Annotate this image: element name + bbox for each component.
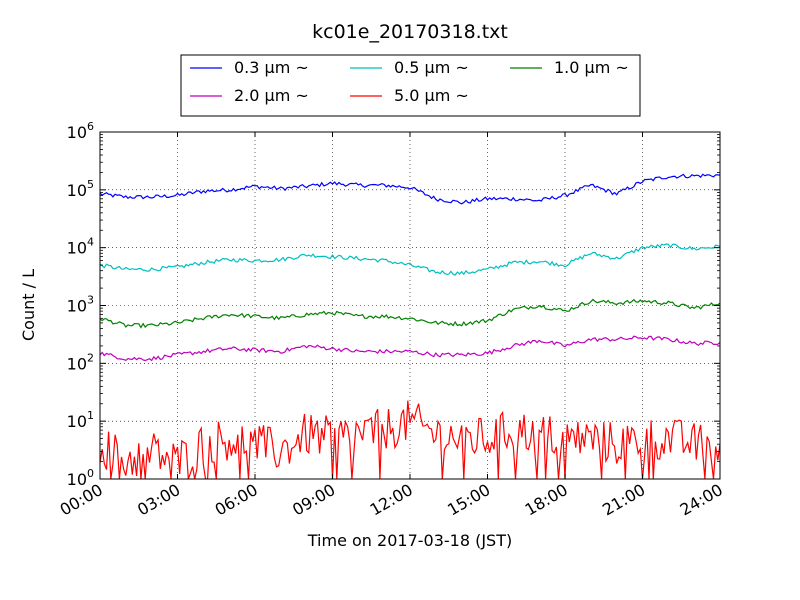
series-line-2 — [100, 298, 720, 329]
grid — [100, 132, 720, 479]
y-tick-label: 102 — [67, 351, 94, 373]
x-axis-label: Time on 2017-03-18 (JST) — [307, 531, 512, 550]
legend-label-0: 0.3 μm ~ — [234, 58, 309, 77]
y-tick-label: 103 — [67, 294, 94, 316]
legend-box — [180, 54, 641, 117]
legend-label-2: 1.0 μm ~ — [554, 58, 629, 77]
legend-label-4: 5.0 μm ~ — [394, 86, 469, 105]
series-line-4 — [100, 400, 720, 479]
series-line-1 — [100, 243, 720, 276]
chart-title: kc01e_20170318.txt — [312, 21, 508, 43]
y-tick-label: 104 — [67, 236, 94, 258]
y-tick-label: 105 — [67, 178, 94, 200]
series-line-0 — [100, 173, 720, 205]
legend-label-1: 0.5 μm ~ — [394, 58, 469, 77]
y-tick-label: 106 — [67, 120, 94, 142]
legend-label-3: 2.0 μm ~ — [234, 86, 309, 105]
y-axis-label: Count / L — [19, 269, 38, 341]
y-tick-label: 101 — [67, 409, 94, 431]
legend: 0.3 μm ~ 0.5 μm ~ 1.0 μm ~ 2.0 μm ~ 5.0 μm ~ — [180, 54, 641, 117]
series-line-3 — [100, 335, 720, 362]
y-tick-label: 100 — [67, 467, 94, 489]
series-layer — [100, 173, 720, 479]
